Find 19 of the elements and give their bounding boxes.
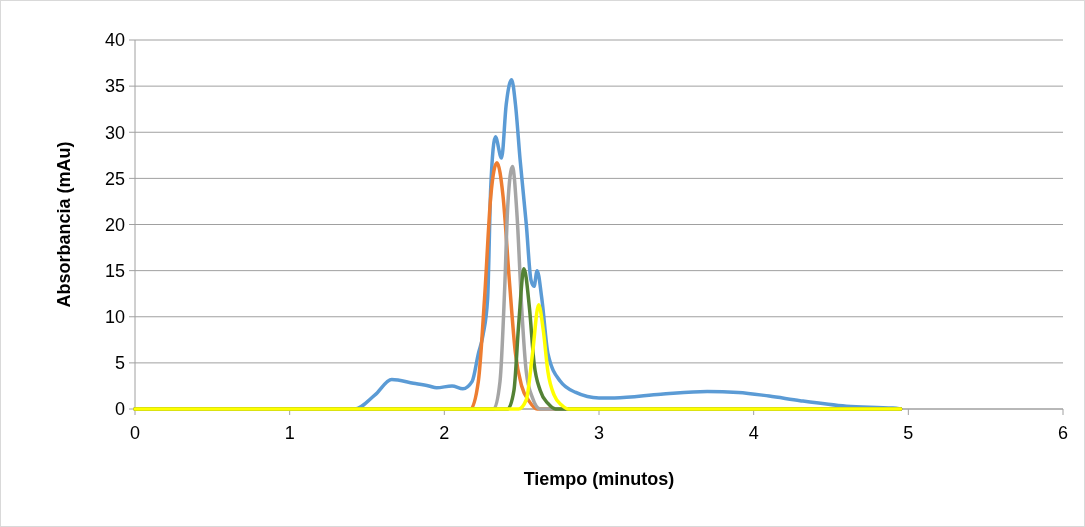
x-tick-label: 4 [748,423,759,443]
line-series [133,303,903,411]
y-axis-title: Absorbancia (mAu) [54,141,74,308]
y-tick-label: 5 [114,353,125,374]
y-tick-label: 40 [104,30,125,51]
y-tick-label: 25 [104,168,125,189]
y-tick-label: 20 [104,214,125,235]
y-tick-label: 0 [114,399,125,420]
x-tick-label: 1 [284,423,295,443]
x-tick-label: 3 [593,423,605,443]
y-tick-label: 15 [104,260,125,281]
y-tick-label: 30 [104,122,125,143]
x-tick-label: 0 [129,423,141,443]
y-tick-label: 10 [104,307,125,328]
x-tick-label: 2 [439,423,450,443]
x-tick-label: 6 [1057,423,1069,443]
x-axis-title: Tiempo (minutos) [523,469,675,489]
x-tick-label: 5 [903,423,914,443]
y-tick-label: 35 [104,76,125,97]
